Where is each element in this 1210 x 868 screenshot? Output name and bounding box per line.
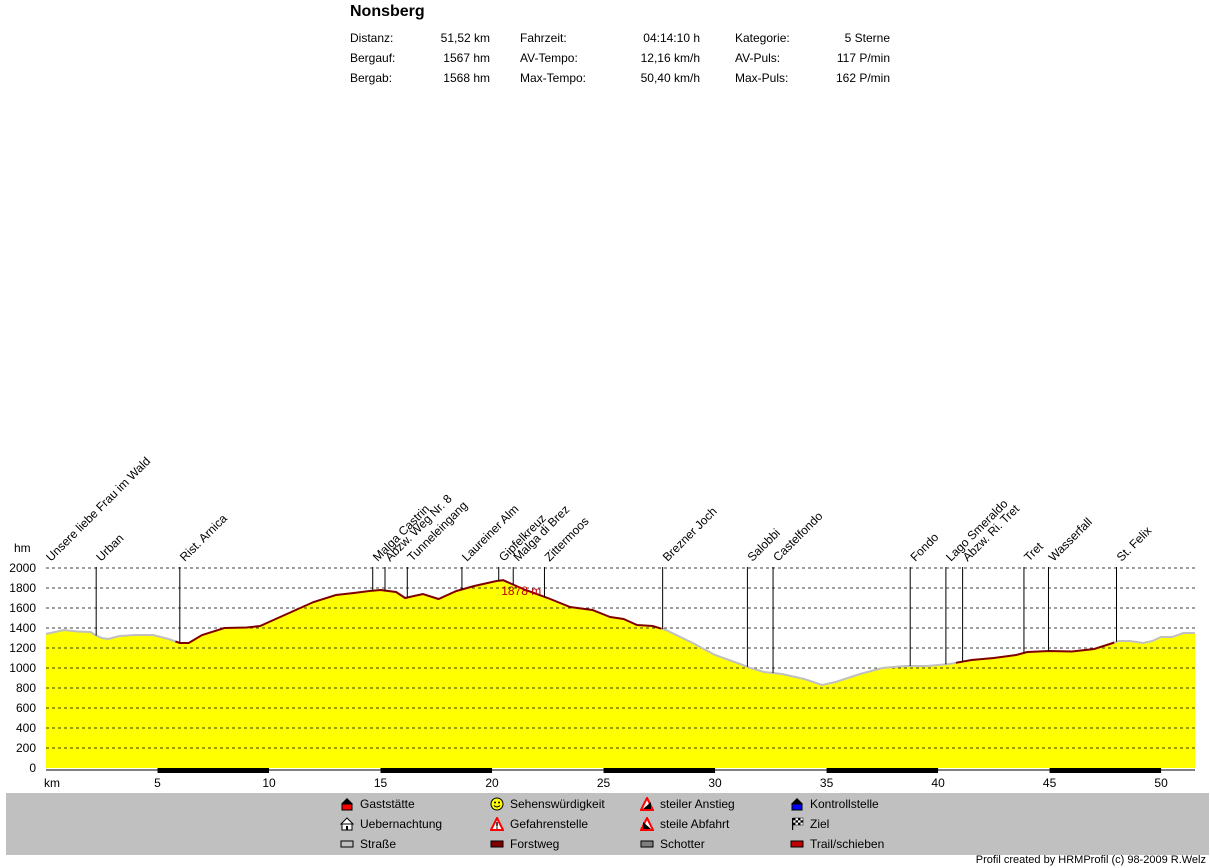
profile-line	[955, 641, 1115, 664]
maxtempo-label: Max-Tempo:	[520, 71, 587, 85]
legend-label: Gefahrenstelle	[510, 817, 589, 831]
distanz-label: Distanz:	[350, 31, 394, 45]
y-axis-label: hm	[14, 541, 31, 555]
checkpoint-icon	[790, 797, 804, 811]
waypoint-label: Rist. Arnica	[177, 511, 230, 564]
legend-label: Straße	[360, 837, 397, 851]
y-tick-label: 600	[16, 701, 36, 715]
x-tick-label: 5	[154, 776, 161, 790]
stats-col-1-values: 51,52 km 1567 hm 1568 hm	[420, 28, 490, 88]
peak-elevation-label: 1878 m	[501, 584, 541, 598]
y-tick-label: 800	[16, 681, 36, 695]
stats-col-3-values: 5 Sterne 117 P/min 162 P/min	[810, 28, 890, 88]
waypoint-label: Unsere liebe Frau im Wald	[43, 454, 153, 564]
x-tick-label: 20	[485, 776, 499, 790]
warning-icon	[489, 815, 505, 831]
gaststaette-icon	[340, 797, 354, 811]
profile-line	[1113, 632, 1195, 645]
maxtempo-value: 50,40 km/h	[640, 71, 700, 85]
x-tick-label: 15	[374, 776, 388, 790]
fahrzeit-label: Fahrzeit:	[520, 31, 567, 45]
legend-label: Uebernachtung	[360, 817, 443, 831]
y-tick-label: 400	[16, 721, 36, 735]
stats-col-2-values: 04:14:10 h 12,16 km/h 50,40 km/h	[610, 28, 700, 88]
avtempo-label: AV-Tempo:	[520, 51, 578, 65]
waypoint-label: Wasserfall	[1046, 515, 1095, 564]
x-tick-label: 45	[1043, 776, 1057, 790]
profile-line	[45, 628, 176, 643]
profile-line	[661, 627, 957, 687]
steep-descent-icon	[639, 815, 655, 831]
y-tick-label: 1800	[9, 581, 36, 595]
x-axis-segment	[1049, 768, 1162, 773]
waypoint-label: St. Felix	[1114, 524, 1155, 565]
y-tick-label: 1600	[9, 601, 36, 615]
legend-label: Schotter	[660, 837, 705, 851]
legend: Gaststätte Uebernachtung Straße Sehenswürdi…	[6, 793, 1209, 855]
legend-label: Trail/schieben	[810, 837, 885, 851]
avpuls-value: 117 P/min	[836, 51, 890, 65]
x-tick-label: 10	[262, 776, 276, 790]
y-tick-label: 200	[16, 741, 36, 755]
stats-col-3-labels: Kategorie: AV-Puls: Max-Puls:	[735, 28, 790, 88]
legend-label: steiler Anstieg	[660, 797, 735, 811]
waypoint-label: Tret	[1021, 539, 1046, 564]
finish-flag-icon	[790, 817, 804, 831]
y-tick-label: 2000	[9, 561, 36, 575]
x-tick-label: 40	[931, 776, 945, 790]
x-axis-segment	[157, 768, 270, 773]
forest-road-swatch-icon	[490, 837, 504, 851]
legend-label: Kontrollstelle	[810, 797, 879, 811]
elevation-profile-chart: 0 200 400 600 800 1000 1200 1400 1600 1800 2000 hm 5…	[9, 454, 1195, 790]
y-tick-label: 1000	[9, 661, 36, 675]
x-tick-label: 50	[1154, 776, 1168, 790]
legend-label: Forstweg	[510, 837, 560, 851]
x-axis-segment	[826, 768, 939, 773]
road-swatch-icon	[340, 837, 354, 851]
kategorie-value: 5 Sterne	[844, 31, 890, 45]
legend-label: Ziel	[810, 817, 830, 831]
fahrzeit-value: 04:14:10 h	[643, 31, 700, 45]
bergauf-value: 1567 hm	[443, 51, 490, 65]
x-tick-label: 35	[820, 776, 834, 790]
page-title: Nonsberg	[350, 3, 425, 20]
waypoint-label: Brezner Joch	[660, 504, 720, 564]
gravel-swatch-icon	[640, 837, 654, 851]
waypoint-label: Fondo	[907, 530, 941, 564]
legend-label: Sehenswürdigkeit	[510, 797, 605, 811]
x-tick-label: 25	[597, 776, 611, 790]
maxpuls-value: 162 P/min	[835, 71, 890, 85]
waypoint-label: Urban	[93, 531, 126, 564]
smiley-icon	[490, 797, 504, 811]
y-tick-label: 1200	[9, 641, 36, 655]
bergab-value: 1568 hm	[443, 71, 490, 85]
x-axis-label: km	[44, 776, 60, 790]
stats-col-1-labels: Distanz: Bergauf: Bergab:	[350, 28, 395, 88]
distanz-value: 51,52 km	[440, 31, 490, 45]
y-tick-label: 0	[29, 761, 36, 775]
elevation-area	[46, 580, 1195, 768]
avpuls-label: AV-Puls:	[735, 51, 781, 65]
footer-credit: Profil created by HRMProfil (c) 98-2009 …	[975, 854, 1206, 866]
x-tick-label: 30	[708, 776, 722, 790]
legend-label: steile Abfahrt	[660, 817, 730, 831]
x-axis-segment	[603, 768, 716, 773]
bergab-label: Bergab:	[350, 71, 393, 85]
bergauf-label: Bergauf:	[350, 51, 396, 65]
trail-swatch-icon	[790, 837, 804, 851]
x-axis-segment	[380, 768, 493, 773]
profile-line	[175, 579, 662, 644]
stats-col-2-labels: Fahrzeit: AV-Tempo: Max-Tempo:	[520, 28, 586, 88]
maxpuls-label: Max-Puls:	[735, 71, 789, 85]
house-icon	[339, 817, 355, 831]
kategorie-label: Kategorie:	[735, 31, 790, 45]
avtempo-value: 12,16 km/h	[640, 51, 700, 65]
legend-label: Gaststätte	[360, 797, 415, 811]
steep-climb-icon	[639, 795, 655, 811]
y-tick-label: 1400	[9, 621, 36, 635]
